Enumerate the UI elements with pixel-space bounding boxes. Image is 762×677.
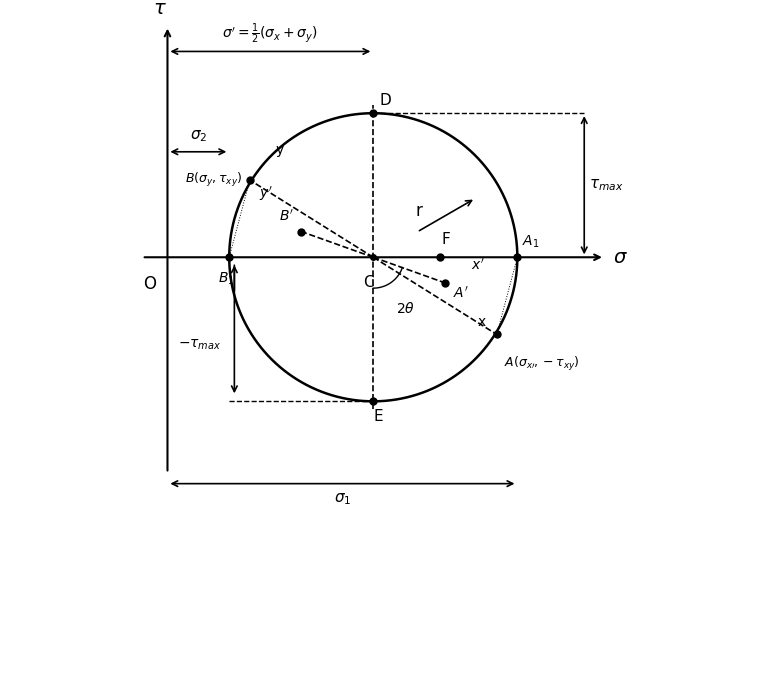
Text: $\sigma' = \frac{1}{2}(\sigma_x + \sigma_y)$: $\sigma' = \frac{1}{2}(\sigma_x + \sigma… xyxy=(223,22,319,46)
Text: E: E xyxy=(373,409,383,424)
Text: C: C xyxy=(363,276,373,290)
Text: $A'$: $A'$ xyxy=(453,286,469,301)
Text: D: D xyxy=(379,93,391,108)
Text: F: F xyxy=(441,232,450,247)
Text: $-\tau_{max}$: $-\tau_{max}$ xyxy=(178,338,222,352)
Text: $y'$: $y'$ xyxy=(259,185,273,203)
Text: x: x xyxy=(477,315,485,329)
Text: $\sigma$: $\sigma$ xyxy=(613,248,627,267)
Text: $\tau_{max}$: $\tau_{max}$ xyxy=(589,177,624,193)
Text: $A(\sigma_{x\prime}, -\tau_{xy})$: $A(\sigma_{x\prime}, -\tau_{xy})$ xyxy=(504,355,580,373)
Text: y: y xyxy=(276,143,283,157)
Text: $B(\sigma_y, \tau_{xy})$: $B(\sigma_y, \tau_{xy})$ xyxy=(184,171,242,189)
Text: $\sigma_1$: $\sigma_1$ xyxy=(334,492,351,507)
Text: $2\theta$: $2\theta$ xyxy=(396,301,415,316)
Text: $\sigma_2$: $\sigma_2$ xyxy=(190,129,207,144)
Text: O: O xyxy=(143,276,156,293)
Text: $B_1$: $B_1$ xyxy=(218,270,235,286)
Text: $A_1$: $A_1$ xyxy=(523,233,540,250)
Text: $\tau$: $\tau$ xyxy=(153,0,167,18)
Text: r: r xyxy=(416,202,423,221)
Text: $x'$: $x'$ xyxy=(471,257,485,273)
Text: $B'$: $B'$ xyxy=(279,209,293,224)
